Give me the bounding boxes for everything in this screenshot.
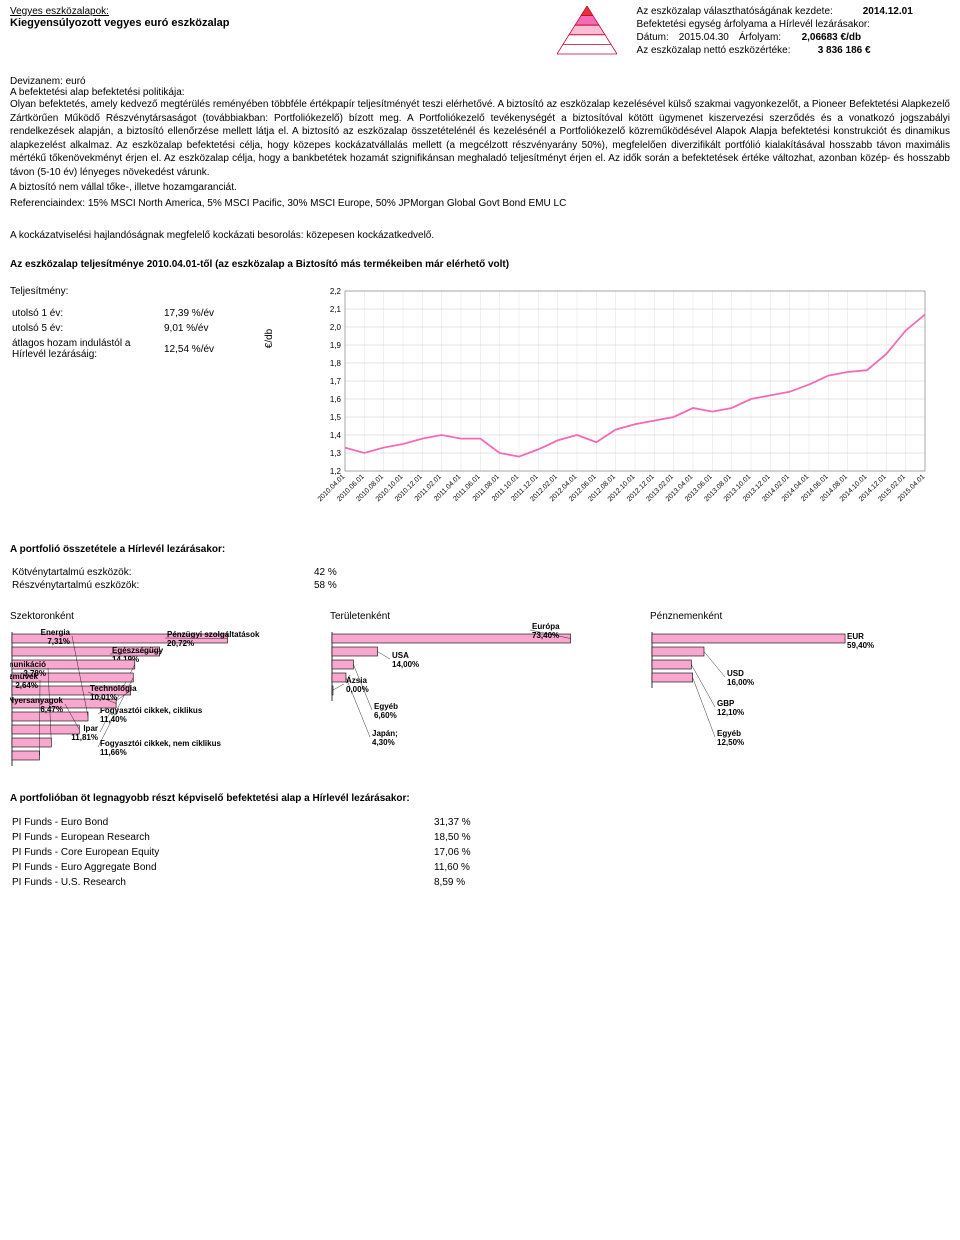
svg-text:Technológia: Technológia	[90, 684, 137, 693]
svg-text:14,00%: 14,00%	[392, 660, 419, 669]
header-right: Az eszközalap választhatóságának kezdete…	[637, 6, 950, 58]
portfolio-row: Részvénytartalmú eszközök:58 %	[12, 580, 337, 591]
svg-text:59,40%: 59,40%	[847, 641, 874, 650]
svg-text:6,47%: 6,47%	[40, 705, 63, 714]
performance-title: Az eszközalap teljesítménye 2010.04.01-t…	[10, 259, 950, 270]
svg-text:Egyéb: Egyéb	[717, 729, 741, 738]
region-bars: Európa73,40% USA14,00% Egyéb6,60% Japán;4,3…	[330, 622, 630, 772]
header-info-row: Dátum:2015.04.30Árfolyam:2,06683 €/db	[637, 32, 950, 43]
category-label: Vegyes eszközalapok:	[10, 6, 547, 17]
svg-text:Egészségügy: Egészségügy	[112, 646, 164, 655]
header-info-row: Az eszközalap nettó eszközértéke:3 836 1…	[637, 45, 950, 56]
svg-text:10,01%: 10,01%	[90, 693, 117, 702]
svg-text:EUR: EUR	[847, 632, 864, 641]
currency-line: Devizanem: euró	[10, 76, 950, 87]
breakdown-col-region-label: Területenként	[330, 611, 630, 622]
policy-text-2: A biztosító nem vállal tőke-, illetve ho…	[10, 181, 950, 195]
svg-text:1,8: 1,8	[330, 359, 342, 368]
svg-text:11,66%: 11,66%	[100, 748, 127, 757]
portfolio-title: A portfolió összetétele a Hírlevél lezár…	[10, 544, 950, 555]
svg-text:7,31%: 7,31%	[47, 637, 70, 646]
holdings-row: PI Funds - European Research18,50 %	[12, 831, 477, 844]
svg-text:Japán;: Japán;	[372, 729, 398, 738]
svg-text:2,64%: 2,64%	[15, 681, 38, 690]
breakdown-col-sector-label: Szektoronként	[10, 611, 310, 622]
svg-text:Energia: Energia	[41, 628, 71, 637]
risk-pyramid-icon	[557, 6, 617, 56]
svg-text:1,3: 1,3	[330, 449, 342, 458]
performance-label: Teljesítmény:	[10, 286, 270, 297]
header: Vegyes eszközalapok: Kiegyensúlyozott ve…	[10, 6, 950, 58]
svg-text:1,7: 1,7	[330, 377, 342, 386]
svg-text:1,9: 1,9	[330, 341, 342, 350]
svg-text:Egyéb: Egyéb	[374, 702, 398, 711]
svg-text:6,60%: 6,60%	[374, 711, 397, 720]
svg-text:4,30%: 4,30%	[372, 738, 395, 747]
svg-text:2,0: 2,0	[330, 323, 342, 332]
svg-text:Közművek: Közművek	[10, 672, 39, 681]
svg-text:Ipar: Ipar	[83, 724, 98, 733]
policy-text-3: Referenciaindex: 15% MSCI North America,…	[10, 197, 950, 211]
performance-block: Teljesítmény: utolsó 1 év:17,39 %/évutol…	[10, 286, 950, 526]
risk-line: A kockázatviselési hajlandóságnak megfel…	[10, 230, 950, 241]
holdings-row: PI Funds - Core European Equity17,06 %	[12, 846, 477, 859]
portfolio-row: Kötvénytartalmú eszközök:42 %	[12, 567, 337, 578]
fund-name: Kiegyensúlyozott vegyes euró eszközalap	[10, 17, 547, 29]
svg-text:1,4: 1,4	[330, 431, 342, 440]
svg-text:Pénzügyi szolgáltatások: Pénzügyi szolgáltatások	[167, 630, 260, 639]
svg-text:2,2: 2,2	[330, 287, 342, 296]
breakdown-row: Szektoronként Pénzügyi szolgáltatások20,…	[10, 611, 950, 775]
svg-text:11,81%: 11,81%	[71, 733, 98, 742]
holdings-row: PI Funds - Euro Aggregate Bond11,60 %	[12, 861, 477, 874]
svg-text:Fogyasztói cikkek, nem cikliku: Fogyasztói cikkek, nem ciklikus	[100, 739, 221, 748]
holdings-row: PI Funds - U.S. Research8,59 %	[12, 876, 477, 889]
svg-text:1,6: 1,6	[330, 395, 342, 404]
performance-table: utolsó 1 év:17,39 %/év utolsó 5 év:9,01 %…	[10, 305, 222, 363]
svg-text:Kommunikáció: Kommunikáció	[10, 660, 46, 669]
svg-text:20,72%: 20,72%	[167, 639, 194, 648]
holdings-table: PI Funds - Euro Bond31,37 % PI Funds - Eu…	[10, 814, 479, 891]
y-axis-label: €/db	[264, 329, 275, 348]
breakdown-col-currency-label: Pénznemenként	[650, 611, 950, 622]
line-chart: 1,21,31,41,51,61,71,81,92,02,12,22010.04…	[300, 286, 950, 526]
svg-text:USA: USA	[392, 651, 409, 660]
svg-text:16,00%: 16,00%	[727, 678, 754, 687]
svg-text:1,5: 1,5	[330, 413, 342, 422]
policy-text: Olyan befektetés, amely kedvező megtérül…	[10, 98, 950, 179]
svg-text:12,50%: 12,50%	[717, 738, 744, 747]
svg-text:2,1: 2,1	[330, 305, 342, 314]
performance-row: utolsó 5 év:9,01 %/év	[12, 322, 220, 335]
svg-text:USD: USD	[727, 669, 744, 678]
policy-subtitle: A befektetési alap befektetési politikáj…	[10, 87, 950, 98]
performance-row: utolsó 1 év:17,39 %/év	[12, 307, 220, 320]
header-info-row: Befektetési egység árfolyama a Hírlevél …	[637, 19, 950, 30]
svg-text:73,40%: 73,40%	[532, 631, 559, 640]
svg-text:Nyersanyagok: Nyersanyagok	[10, 696, 64, 705]
sector-bars: Pénzügyi szolgáltatások20,72%Egészségügy…	[10, 622, 310, 772]
svg-text:GBP: GBP	[717, 699, 735, 708]
svg-text:12,10%: 12,10%	[717, 708, 744, 717]
header-info-row: Az eszközalap választhatóságának kezdete…	[637, 6, 950, 17]
performance-stats: Teljesítmény: utolsó 1 év:17,39 %/évutol…	[10, 286, 270, 526]
svg-text:0,00%: 0,00%	[346, 685, 369, 694]
portfolio-composition-table: Kötvénytartalmú eszközök:42 % Részvénytar…	[10, 565, 339, 593]
svg-text:Európa: Európa	[532, 622, 560, 631]
holdings-row: PI Funds - Euro Bond31,37 %	[12, 816, 477, 829]
performance-row: átlagos hozam indulástól a Hírlevél lezá…	[12, 337, 220, 361]
svg-text:Ázsia: Ázsia	[346, 676, 367, 685]
holdings-title: A portfolióban öt legnagyobb részt képvi…	[10, 793, 950, 804]
currency-bars: EUR59,40% USD16,00% GBP12,10% Egyéb12,50%	[650, 622, 950, 772]
svg-text:11,40%: 11,40%	[100, 715, 127, 724]
